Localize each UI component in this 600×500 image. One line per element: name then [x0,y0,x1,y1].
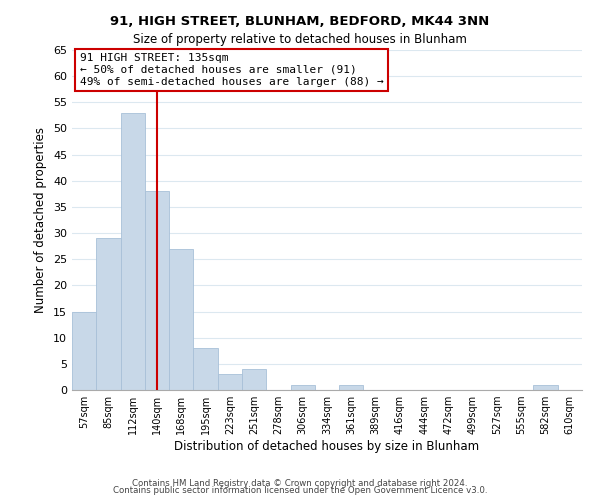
Bar [169,249,193,390]
Text: 91 HIGH STREET: 135sqm
← 50% of detached houses are smaller (91)
49% of semi-det: 91 HIGH STREET: 135sqm ← 50% of detached… [80,54,383,86]
Bar [72,312,96,390]
Text: Contains HM Land Registry data © Crown copyright and database right 2024.: Contains HM Land Registry data © Crown c… [132,478,468,488]
X-axis label: Distribution of detached houses by size in Blunham: Distribution of detached houses by size … [175,440,479,453]
Bar [121,113,145,390]
Bar [242,369,266,390]
Text: 91, HIGH STREET, BLUNHAM, BEDFORD, MK44 3NN: 91, HIGH STREET, BLUNHAM, BEDFORD, MK44 … [110,15,490,28]
Bar [218,374,242,390]
Y-axis label: Number of detached properties: Number of detached properties [34,127,47,313]
Text: Size of property relative to detached houses in Blunham: Size of property relative to detached ho… [133,32,467,46]
Text: Contains public sector information licensed under the Open Government Licence v3: Contains public sector information licen… [113,486,487,495]
Bar [96,238,121,390]
Bar [145,191,169,390]
Bar [533,385,558,390]
Bar [290,385,315,390]
Bar [339,385,364,390]
Bar [193,348,218,390]
